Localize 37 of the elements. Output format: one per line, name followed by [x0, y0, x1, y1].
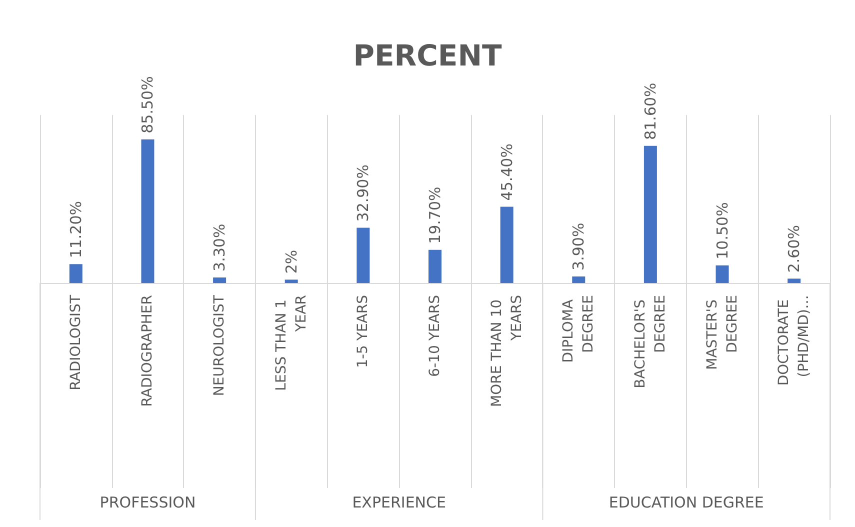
x-tick-label: BACHELOR'S DEGREE [632, 295, 668, 388]
text: EXPERIENCE [352, 494, 446, 512]
data-label: 45.40% [498, 144, 516, 201]
chart-title: PERCENT [353, 38, 502, 72]
data-label: 85.50% [138, 76, 157, 134]
text: PROFESSION [100, 494, 196, 512]
x-tick-label: LESS THAN 1 YEAR [273, 294, 310, 391]
bar [141, 139, 154, 283]
bar [716, 265, 729, 283]
bar [213, 277, 226, 283]
data-label: 10.50% [713, 202, 732, 260]
bar [644, 146, 657, 283]
data-label: 19.70% [426, 186, 444, 244]
data-label: 2.60% [785, 224, 804, 273]
bar [572, 276, 586, 283]
data-label: 32.90% [354, 164, 372, 222]
data-label: 2% [282, 250, 300, 274]
data-label: 11.20% [66, 200, 85, 258]
bar [284, 280, 298, 283]
data-label: 3.30% [210, 224, 229, 272]
x-tick-label: 1-5 YEARS [355, 294, 372, 368]
x-tick-label: DIPLOMA DEGREE [560, 295, 597, 363]
text: EDUCATION DEGREE [608, 494, 764, 512]
x-tick-label: MASTER'S DEGREE [704, 295, 740, 370]
x-tick-label: MORE THAN 10 YEARS [488, 294, 525, 407]
data-label: 81.60% [641, 82, 660, 140]
x-tick-label: DOCTORATE (PHD/MD)… [776, 295, 812, 386]
x-tick-label: RADIOGRAPHER [140, 294, 156, 407]
x-tick-label: 6-10 YEARS [427, 294, 443, 377]
bar [500, 206, 514, 283]
data-label: 3.90% [570, 222, 588, 270]
x-tick-label: NEUROLOGIST [212, 294, 228, 396]
bar [788, 278, 801, 283]
bar [428, 250, 442, 283]
x-tick-label: RADIOLOGIST [68, 294, 84, 390]
bar [69, 264, 82, 283]
bar [356, 228, 370, 283]
